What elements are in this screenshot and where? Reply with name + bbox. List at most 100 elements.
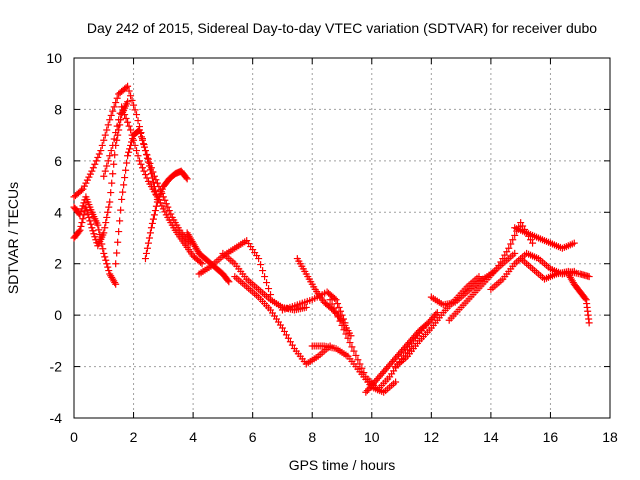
data-point bbox=[97, 235, 105, 243]
data-point bbox=[110, 135, 118, 143]
data-point bbox=[145, 162, 153, 170]
data-point bbox=[509, 236, 517, 244]
data-point bbox=[100, 136, 108, 144]
data-point bbox=[358, 364, 366, 372]
data-point bbox=[374, 375, 382, 383]
data-point bbox=[146, 166, 154, 174]
data-point bbox=[261, 273, 269, 281]
data-point bbox=[103, 126, 111, 134]
data-point bbox=[149, 215, 157, 223]
series-20 bbox=[511, 224, 578, 252]
data-point bbox=[96, 231, 104, 239]
data-point bbox=[430, 312, 438, 320]
data-point bbox=[152, 191, 160, 199]
data-point bbox=[399, 345, 407, 353]
data-point bbox=[104, 157, 112, 165]
data-point bbox=[137, 133, 145, 141]
data-point bbox=[123, 159, 131, 167]
data-point bbox=[137, 129, 145, 137]
data-point bbox=[371, 378, 379, 386]
data-point bbox=[99, 245, 107, 253]
x-tick-label: 12 bbox=[424, 429, 440, 445]
data-point bbox=[127, 126, 135, 134]
series-8 bbox=[195, 237, 275, 299]
data-point bbox=[406, 337, 414, 345]
data-point bbox=[372, 376, 380, 384]
data-point bbox=[164, 203, 172, 211]
data-point bbox=[134, 152, 142, 160]
data-point bbox=[147, 170, 155, 178]
data-point bbox=[165, 207, 173, 215]
x-tick-label: 0 bbox=[70, 429, 78, 445]
data-point bbox=[411, 332, 419, 340]
series-18 bbox=[445, 219, 537, 324]
data-point bbox=[259, 267, 267, 275]
data-point bbox=[140, 143, 148, 151]
data-point bbox=[433, 309, 441, 317]
data-point bbox=[398, 347, 406, 355]
data-point bbox=[98, 141, 106, 149]
data-point bbox=[392, 354, 400, 362]
data-point bbox=[336, 317, 344, 325]
x-axis-label: GPS time / hours bbox=[289, 457, 396, 473]
data-point bbox=[79, 215, 87, 223]
series-22 bbox=[564, 270, 593, 327]
data-point bbox=[182, 174, 190, 182]
data-point bbox=[375, 373, 383, 381]
data-point bbox=[136, 157, 144, 165]
data-point bbox=[80, 182, 88, 190]
data-point bbox=[113, 122, 121, 130]
data-point bbox=[131, 106, 139, 114]
data-point bbox=[109, 141, 117, 149]
data-point bbox=[159, 205, 167, 213]
data-point bbox=[369, 380, 377, 388]
data-point bbox=[127, 141, 135, 149]
data-point bbox=[100, 172, 108, 180]
data-point bbox=[140, 167, 148, 175]
data-point bbox=[119, 107, 127, 115]
data-point bbox=[380, 368, 388, 376]
data-point bbox=[136, 126, 144, 134]
data-point bbox=[125, 122, 133, 130]
data-point bbox=[331, 294, 339, 302]
data-point bbox=[570, 239, 578, 247]
data-point bbox=[105, 203, 113, 211]
data-point bbox=[354, 356, 362, 364]
data-point bbox=[107, 111, 115, 119]
x-tick-label: 18 bbox=[602, 429, 618, 445]
data-point bbox=[106, 198, 114, 206]
data-point bbox=[366, 383, 374, 391]
data-point bbox=[103, 213, 111, 221]
data-point bbox=[83, 207, 91, 215]
data-point bbox=[412, 330, 420, 338]
data-point bbox=[85, 213, 93, 221]
data-point bbox=[124, 82, 132, 90]
x-tick-label: 4 bbox=[189, 429, 197, 445]
data-point bbox=[368, 381, 376, 389]
grid-layer bbox=[74, 58, 610, 418]
data-point bbox=[110, 103, 118, 111]
data-point bbox=[112, 280, 120, 288]
data-point bbox=[91, 160, 99, 168]
data-point bbox=[110, 160, 118, 168]
data-point bbox=[405, 339, 413, 347]
data-point bbox=[111, 151, 119, 159]
data-point bbox=[144, 158, 152, 166]
series-2 bbox=[70, 98, 132, 250]
data-point bbox=[112, 260, 120, 268]
data-point bbox=[87, 220, 95, 228]
data-point bbox=[101, 167, 109, 175]
x-tick-label: 16 bbox=[543, 429, 559, 445]
data-point bbox=[381, 366, 389, 374]
data-point bbox=[395, 351, 403, 359]
data-point bbox=[97, 147, 105, 155]
plot-frame bbox=[73, 57, 611, 419]
data-point bbox=[426, 317, 434, 325]
data-point bbox=[344, 334, 352, 342]
data-point bbox=[116, 217, 124, 225]
y-tick-label: -4 bbox=[50, 410, 63, 426]
data-point bbox=[581, 294, 589, 302]
data-point bbox=[424, 319, 432, 327]
data-layer bbox=[70, 82, 593, 396]
